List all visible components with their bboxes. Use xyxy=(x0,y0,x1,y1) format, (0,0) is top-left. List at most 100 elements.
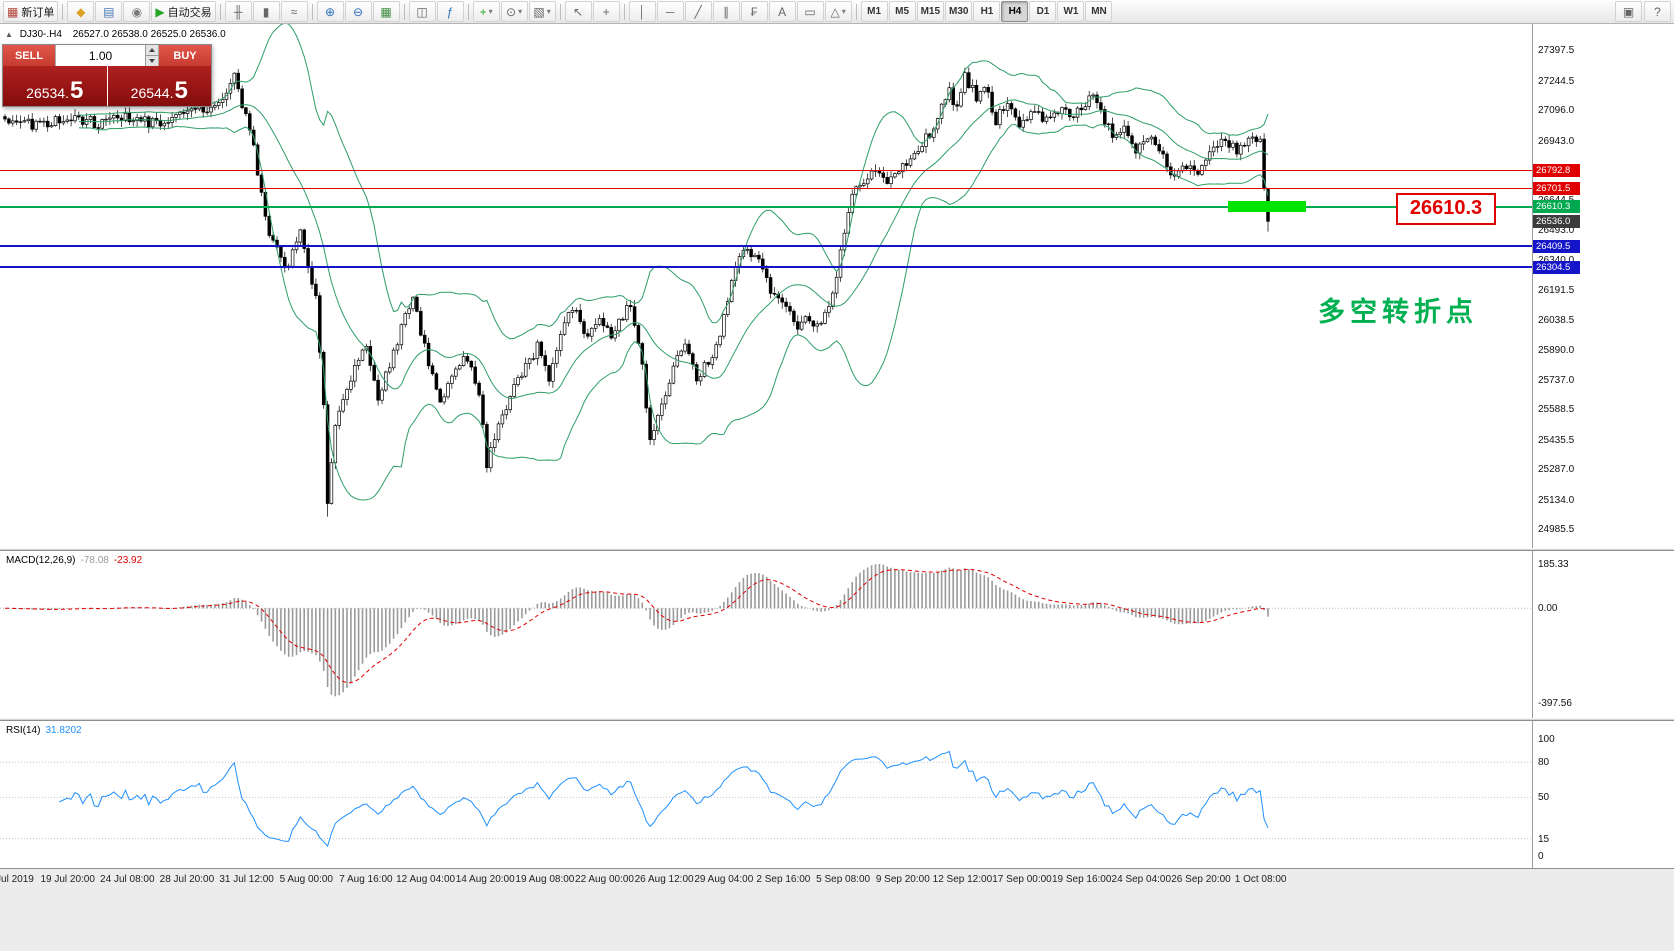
zoom-out-button[interactable]: ⊖ xyxy=(344,1,372,22)
new-order-button[interactable]: ▦ 新订单 xyxy=(3,1,59,22)
macd-axis-divider xyxy=(1532,551,1533,718)
macd-name: MACD(12,26,9) xyxy=(6,555,76,566)
volume-up-button[interactable] xyxy=(145,45,158,55)
bar-chart-icon[interactable]: ╫ xyxy=(224,1,252,22)
vertical-line-button[interactable]: │ xyxy=(628,1,656,22)
crosshair-glyph: + xyxy=(602,4,610,19)
volume-down-button[interactable] xyxy=(145,55,158,66)
indicators-list-glyph: ƒ xyxy=(446,4,454,19)
zoom-in-glyph: ⊕ xyxy=(325,4,336,19)
toolbar-separator xyxy=(62,3,64,20)
macd-chart[interactable] xyxy=(0,551,1532,718)
templates-button[interactable]: ▧ ▾ xyxy=(528,1,556,22)
timeframe-button-m1[interactable]: M1 xyxy=(860,1,888,22)
timeframe-button-mn[interactable]: MN xyxy=(1085,1,1113,22)
label-button[interactable]: ▭ xyxy=(796,1,824,22)
candlestick-chart[interactable] xyxy=(0,24,1532,548)
sell-price-pip: 5 xyxy=(69,76,84,104)
channel-button[interactable]: ∥ xyxy=(712,1,740,22)
timeframe-button-d1[interactable]: D1 xyxy=(1029,1,1057,22)
panel-splitter[interactable] xyxy=(0,718,1674,721)
window-arrange-icon[interactable]: ▣ xyxy=(1615,1,1642,22)
templates-glyph: ▧ xyxy=(533,4,545,19)
chart-symbol: DJ30-.H4 xyxy=(19,29,62,40)
autotrade-button[interactable]: ▶ 自动交易 xyxy=(151,1,216,22)
sell-price-button[interactable]: 26534. 5 xyxy=(3,66,107,106)
cursor-button[interactable]: ↖ xyxy=(564,1,592,22)
autotrade-glyph: ▶ xyxy=(155,4,165,19)
shapes-button[interactable]: △ ▾ xyxy=(824,1,852,22)
toolbar-separator xyxy=(467,3,469,20)
price-axis-label: 26038.5 xyxy=(1538,315,1575,326)
panel-splitter[interactable] xyxy=(0,548,1674,551)
buy-price-main: 26544. xyxy=(130,84,174,101)
rsi-axis-label: 50 xyxy=(1538,792,1550,804)
timeframe-button-m15[interactable]: M15 xyxy=(916,1,945,22)
horizontal-line[interactable] xyxy=(0,266,1532,269)
candlestick-chart-icon-glyph: ▮ xyxy=(262,4,270,19)
timeframe-button-h4[interactable]: H4 xyxy=(1001,1,1029,22)
metaeditor-icon-glyph: ◆ xyxy=(76,4,86,19)
time-axis-label: 9 Sep 20:00 xyxy=(875,874,930,885)
help-button[interactable]: ? xyxy=(1644,1,1671,22)
sell-button[interactable]: SELL xyxy=(3,45,55,66)
price-callout-box[interactable]: 26610.3 xyxy=(1396,192,1496,225)
horizontal-line[interactable] xyxy=(0,169,1532,171)
horizontal-line[interactable] xyxy=(0,245,1532,248)
macd-axis-label: -397.56 xyxy=(1538,698,1572,710)
time-axis-label: 5 Aug 00:00 xyxy=(279,874,333,885)
market-watch-icon-glyph: ▤ xyxy=(103,4,115,19)
rsi-panel[interactable]: 100 80 50 15 0 RSI(14) 31.8202 xyxy=(0,721,1674,868)
grid-button[interactable]: ▦ xyxy=(372,1,400,22)
time-axis-label: 17 Jul 2019 xyxy=(0,874,34,885)
price-axis[interactable]: 27397.527244.527096.026943.026644.526493… xyxy=(1532,24,1674,548)
trendline-button[interactable]: ╱ xyxy=(684,1,712,22)
periods-button[interactable]: ⊙ ▾ xyxy=(500,1,528,22)
macd-axis-label: 185.33 xyxy=(1538,559,1569,570)
line-chart-icon[interactable]: ≈ xyxy=(280,1,308,22)
time-axis[interactable]: 17 Jul 2019 19 Jul 20:00 24 Jul 08:00 28 Ju… xyxy=(0,868,1674,951)
candlestick-chart-icon[interactable]: ▮ xyxy=(252,1,280,22)
channel-glyph: ∥ xyxy=(723,4,730,19)
timeframe-button-h1[interactable]: H1 xyxy=(973,1,1001,22)
turning-point-label: 多空转折点 xyxy=(1318,297,1478,327)
metaeditor-icon[interactable]: ◆ xyxy=(67,1,95,22)
time-axis-label: 12 Sep 12:00 xyxy=(932,874,993,885)
volume-input[interactable] xyxy=(56,45,145,66)
sell-price-main: 26534. xyxy=(26,84,69,101)
rsi-axis[interactable]: 100 80 50 15 0 xyxy=(1532,721,1674,868)
one-click-collapse-toggle-icon[interactable]: ▲ xyxy=(5,30,13,39)
macd-axis[interactable]: 185.33 0.00 -397.56 xyxy=(1532,551,1674,718)
zoom-in-button[interactable]: ⊕ xyxy=(316,1,344,22)
time-axis-label: 26 Sep 20:00 xyxy=(1171,874,1231,885)
market-watch-icon[interactable]: ▤ xyxy=(95,1,123,22)
toolbar-separator xyxy=(311,3,313,20)
macd-panel[interactable]: 185.33 0.00 -397.56 MACD(12,26,9) -78.08 -23… xyxy=(0,551,1674,718)
time-axis-label: 12 Aug 04:00 xyxy=(396,874,456,885)
horizontal-line[interactable] xyxy=(0,187,1532,189)
time-axis-label: 2 Sep 16:00 xyxy=(756,874,811,885)
rsi-chart[interactable] xyxy=(0,721,1532,868)
tile-windows-icon[interactable]: ◫ xyxy=(408,1,436,22)
indicators-list-button[interactable]: ƒ xyxy=(436,1,464,22)
timeframe-button-w1[interactable]: W1 xyxy=(1057,1,1085,22)
horizontal-line[interactable] xyxy=(0,205,1532,208)
add-indicator-button[interactable]: + ▾ xyxy=(472,1,500,22)
caret-down-icon: ▾ xyxy=(841,7,846,16)
toolbar-separator xyxy=(623,3,625,20)
price-axis-label: 25134.0 xyxy=(1538,494,1575,506)
crosshair-button[interactable]: + xyxy=(592,1,620,22)
buy-price-button[interactable]: 26544. 5 xyxy=(107,66,211,106)
buy-button[interactable]: BUY xyxy=(159,45,211,66)
timeframe-button-m30[interactable]: M30 xyxy=(945,1,973,22)
price-chart-panel[interactable]: 27397.527244.527096.026943.026644.526493… xyxy=(0,24,1674,548)
navigator-icon[interactable]: ◉ xyxy=(123,1,151,22)
horizontal-line-button[interactable]: ─ xyxy=(656,1,684,22)
fibonacci-button[interactable]: ₣ xyxy=(740,1,768,22)
time-axis-label: 26 Aug 12:00 xyxy=(634,874,694,885)
time-axis-label: 17 Sep 00:00 xyxy=(992,874,1052,885)
time-axis-label: 24 Jul 08:00 xyxy=(100,874,155,885)
timeframe-button-m5[interactable]: M5 xyxy=(888,1,916,22)
add-indicator-glyph: + xyxy=(479,4,487,19)
text-button[interactable]: A xyxy=(768,1,796,22)
